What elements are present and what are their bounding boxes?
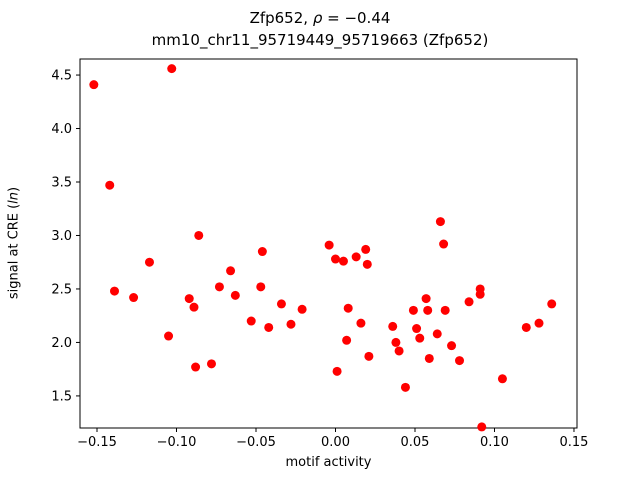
data-point — [286, 319, 296, 329]
data-point — [394, 346, 404, 356]
chart-title: Zfp652, ρ = −0.44 — [0, 8, 640, 30]
data-point — [455, 356, 465, 366]
data-point — [497, 374, 507, 384]
data-point — [342, 335, 352, 345]
x-tick-label: −0.15 — [77, 435, 117, 450]
data-point — [144, 257, 154, 267]
data-point — [105, 180, 115, 190]
data-point — [412, 324, 422, 334]
data-point — [464, 297, 474, 307]
y-tick-label: 4.0 — [51, 122, 72, 137]
x-tick-label: 0.00 — [321, 435, 350, 450]
rho-symbol: ρ — [312, 9, 323, 27]
data-point — [351, 252, 361, 262]
data-point — [408, 305, 418, 315]
chart-title-suffix: = −0.44 — [322, 9, 391, 27]
data-point — [435, 217, 445, 227]
data-point — [226, 266, 236, 276]
data-point — [164, 331, 174, 341]
data-point — [184, 294, 194, 304]
data-point — [391, 337, 401, 347]
y-tick-label: 3.0 — [51, 229, 72, 244]
data-point — [440, 305, 450, 315]
data-point — [338, 256, 348, 266]
data-point — [332, 366, 342, 376]
data-point — [214, 282, 224, 292]
data-point — [424, 353, 434, 363]
data-point — [415, 333, 425, 343]
x-tick-label: −0.10 — [157, 435, 197, 450]
data-point — [276, 299, 286, 309]
x-tick-label: 0.10 — [480, 435, 509, 450]
data-point — [257, 247, 267, 257]
data-point — [110, 286, 120, 296]
data-point — [230, 290, 240, 300]
y-tick-label: 4.5 — [51, 69, 72, 84]
data-point — [246, 316, 256, 326]
y-axis-label-prefix: signal at CRE ( — [6, 203, 22, 300]
data-point — [364, 351, 374, 361]
data-point — [547, 299, 557, 309]
chart-title-prefix: Zfp652, — [249, 9, 313, 27]
data-point — [439, 239, 449, 249]
data-point — [388, 321, 398, 331]
x-axis-label: motif activity — [285, 455, 372, 470]
data-point — [534, 318, 544, 328]
data-point — [191, 362, 201, 372]
data-point — [421, 294, 431, 304]
data-point — [362, 259, 372, 269]
data-point — [167, 64, 177, 74]
data-point — [343, 303, 353, 313]
data-point — [361, 244, 371, 254]
y-tick-label: 1.5 — [51, 389, 72, 404]
axes-box — [79, 58, 578, 429]
y-axis-label: signal at CRE (ln) — [7, 187, 22, 299]
data-point — [521, 322, 531, 332]
y-axis-label-italic: ln — [6, 191, 22, 204]
data-point — [330, 254, 340, 264]
data-point — [256, 282, 266, 292]
data-point — [447, 341, 457, 351]
data-point — [297, 304, 307, 314]
data-point — [475, 289, 485, 299]
data-point — [477, 422, 487, 432]
data-point — [432, 329, 442, 339]
data-point — [264, 322, 274, 332]
data-point — [206, 359, 216, 369]
data-point — [189, 302, 199, 312]
data-point — [400, 382, 410, 392]
data-point — [129, 293, 139, 303]
x-tick-label: 0.15 — [560, 435, 589, 450]
data-point — [356, 318, 366, 328]
chart-subtitle: mm10_chr11_95719449_95719663 (Zfp652) — [151, 31, 489, 49]
data-point — [423, 305, 433, 315]
data-point — [194, 230, 204, 240]
y-axis-label-suffix: ) — [6, 186, 22, 192]
data-point — [324, 240, 334, 250]
data-point — [89, 80, 99, 90]
y-tick-label: 2.0 — [51, 336, 72, 351]
x-tick-label: 0.05 — [401, 435, 430, 450]
y-tick-label: 3.5 — [51, 176, 72, 191]
x-tick-label: −0.05 — [236, 435, 276, 450]
y-tick-label: 2.5 — [51, 282, 72, 297]
